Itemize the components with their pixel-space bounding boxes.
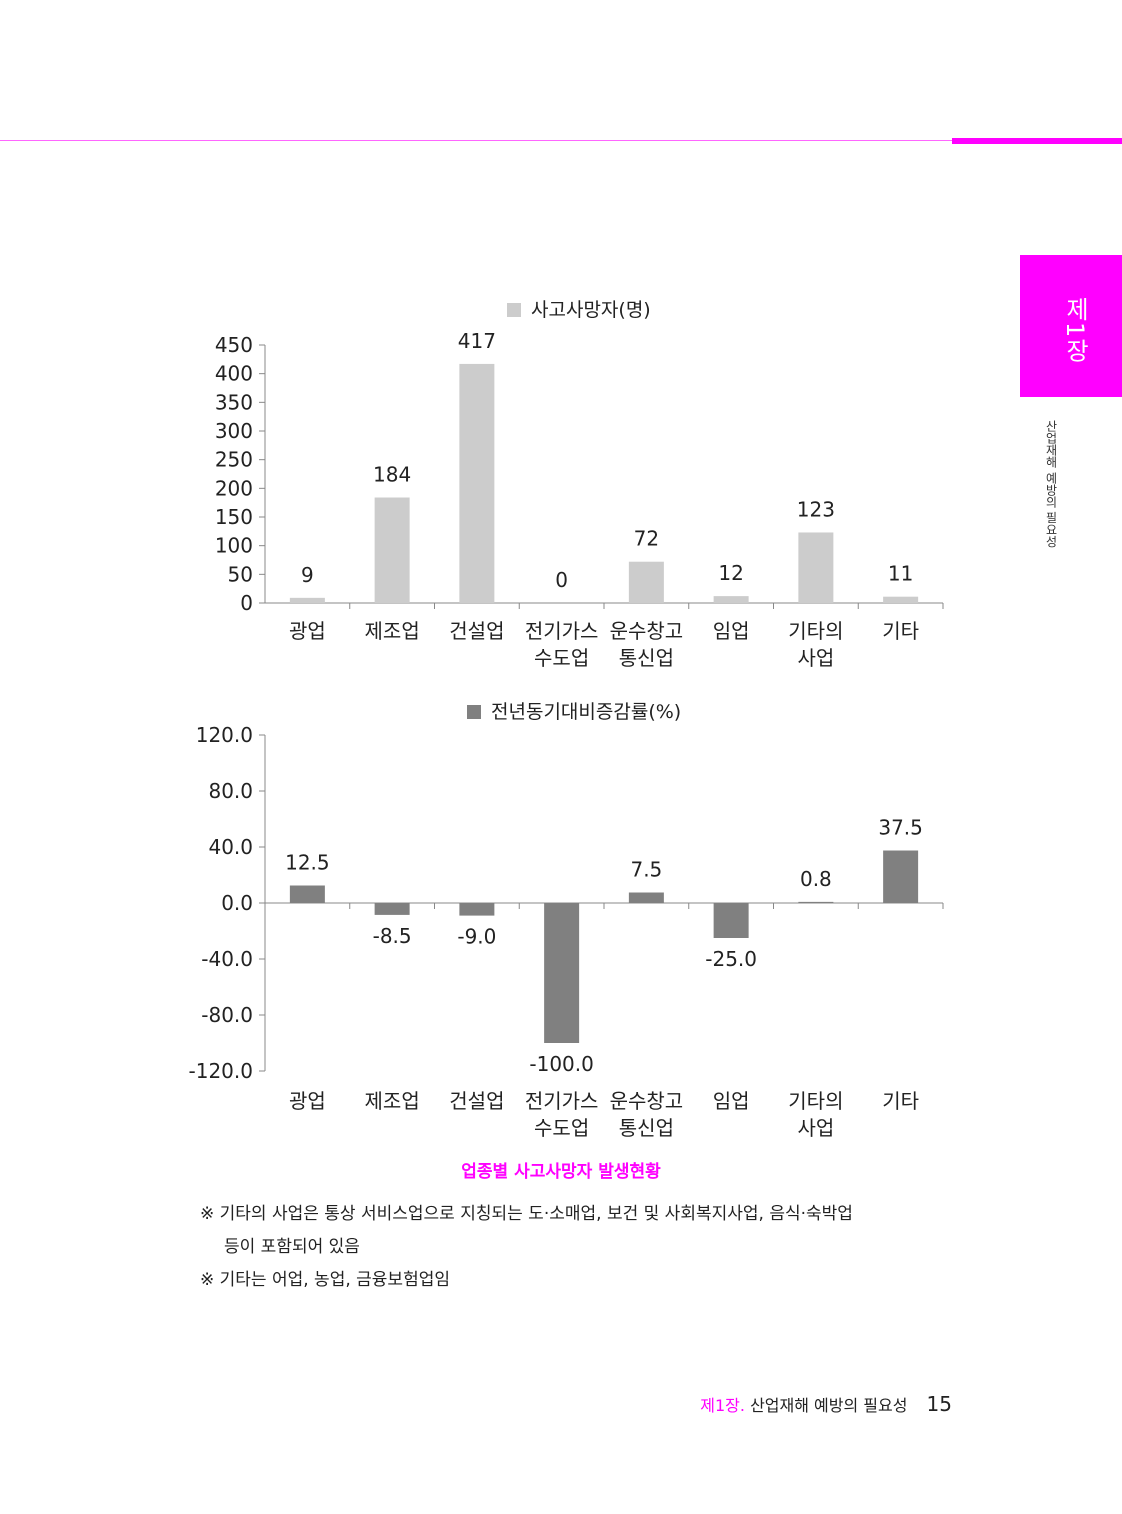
x-tick-label: 임업 bbox=[713, 1089, 750, 1113]
bar bbox=[883, 850, 919, 903]
header-rule bbox=[0, 140, 952, 141]
x-tick-label: 기타 bbox=[882, 1089, 919, 1113]
page-footer: 제1장. 산업재해 예방의 필요성 15 bbox=[700, 1392, 952, 1416]
page-number: 15 bbox=[926, 1392, 952, 1416]
bar bbox=[798, 901, 834, 903]
data-label: 11 bbox=[888, 562, 913, 586]
y-tick-label: 80.0 bbox=[208, 779, 253, 803]
bar bbox=[374, 903, 410, 915]
bar bbox=[459, 903, 495, 916]
x-tick-label: 제조업 bbox=[365, 619, 420, 643]
x-tick-label: 수도업 bbox=[534, 1116, 589, 1140]
footnote-1-continued: 등이 포함되어 있음 bbox=[224, 1237, 360, 1257]
bar bbox=[798, 532, 834, 603]
y-tick-label: 400 bbox=[215, 362, 253, 386]
y-tick-label: 350 bbox=[215, 390, 253, 414]
y-tick-label: 300 bbox=[215, 419, 253, 443]
x-tick-label: 운수창고 bbox=[610, 1089, 684, 1113]
data-label: 0 bbox=[555, 568, 568, 592]
data-label: 123 bbox=[797, 497, 835, 521]
x-tick-label: 광업 bbox=[289, 619, 326, 643]
data-label: -9.0 bbox=[457, 925, 496, 949]
data-label: 12.5 bbox=[285, 851, 330, 875]
chart-change-rate: 전년동기대비증감률(%) 120.0 80.0 40.0 0.0 -40.0 -80.0 -1… bbox=[189, 701, 944, 1140]
bar bbox=[628, 561, 664, 603]
footnote-1: ※ 기타의 사업은 통상 서비스업으로 지칭되는 도·소매업, 보건 및 사회복… bbox=[200, 1204, 853, 1224]
bar bbox=[289, 885, 325, 903]
y-tick-label: 0.0 bbox=[221, 891, 253, 915]
chapter-tab: 제1장 bbox=[1020, 255, 1122, 397]
data-label: -100.0 bbox=[529, 1052, 593, 1076]
bar bbox=[713, 596, 749, 603]
data-label: 12 bbox=[718, 561, 743, 585]
figure-caption: 업종별 사고사망자 발생현황 bbox=[461, 1162, 661, 1182]
bar bbox=[544, 903, 580, 1043]
x-tick-label: 사업 bbox=[797, 646, 834, 670]
x-tick-label: 임업 bbox=[713, 619, 750, 643]
legend-label: 사고사망자(명) bbox=[531, 299, 651, 321]
data-label: 9 bbox=[301, 563, 314, 587]
x-tick-label: 기타의 bbox=[788, 619, 843, 643]
y-tick-label: -120.0 bbox=[189, 1059, 253, 1083]
header-accent-bar bbox=[952, 138, 1122, 144]
x-tick-label: 운수창고 bbox=[610, 619, 684, 643]
data-label: 417 bbox=[458, 329, 496, 353]
y-tick-label: 450 bbox=[215, 333, 253, 357]
data-label: 0.8 bbox=[800, 867, 832, 891]
footer-chapter: 제1장. bbox=[700, 1396, 745, 1415]
x-tick-label: 전기가스 bbox=[525, 619, 599, 643]
x-tick-label: 통신업 bbox=[619, 1116, 674, 1140]
data-label: -8.5 bbox=[373, 924, 412, 948]
legend-label: 전년동기대비증감률(%) bbox=[491, 701, 681, 723]
x-tick-label: 기타 bbox=[882, 619, 919, 643]
y-tick-label: 40.0 bbox=[208, 835, 253, 859]
chart-fatalities: 사고사망자(명) 450 400 350 300 250 200 150 100 50 0 9 광업 18… bbox=[215, 299, 944, 670]
data-label: -25.0 bbox=[705, 947, 757, 971]
legend-swatch bbox=[507, 303, 521, 317]
x-tick-label: 전기가스 bbox=[525, 1089, 599, 1113]
data-label: 7.5 bbox=[630, 858, 662, 882]
y-tick-label: 250 bbox=[215, 448, 253, 472]
y-tick-label: 120.0 bbox=[196, 723, 253, 747]
y-tick-label: 50 bbox=[228, 562, 253, 586]
y-tick-label: -80.0 bbox=[201, 1003, 253, 1027]
y-tick-label: 150 bbox=[215, 505, 253, 529]
bar bbox=[289, 597, 325, 603]
data-label: 184 bbox=[373, 463, 411, 487]
legend-swatch bbox=[467, 705, 481, 719]
x-tick-label: 기타의 bbox=[788, 1089, 843, 1113]
y-tick-label: 200 bbox=[215, 476, 253, 500]
x-tick-label: 사업 bbox=[797, 1116, 834, 1140]
side-running-title: 산업재해 예방의 필요성 bbox=[1044, 420, 1058, 548]
bar bbox=[628, 892, 664, 903]
chapter-tab-label: 제1장 bbox=[1061, 297, 1089, 364]
bar bbox=[459, 363, 495, 603]
x-tick-label: 광업 bbox=[289, 1089, 326, 1113]
footnote-2: ※ 기타는 어업, 농업, 금융보험업임 bbox=[200, 1270, 450, 1290]
y-tick-label: 100 bbox=[215, 534, 253, 558]
data-label: 37.5 bbox=[878, 816, 923, 840]
data-label: 72 bbox=[634, 527, 659, 551]
bar bbox=[883, 596, 919, 603]
bar bbox=[713, 903, 749, 938]
y-tick-label: 0 bbox=[240, 591, 253, 615]
x-tick-label: 건설업 bbox=[449, 619, 504, 643]
x-tick-label: 제조업 bbox=[365, 1089, 420, 1113]
footer-title: 산업재해 예방의 필요성 bbox=[750, 1396, 908, 1415]
x-tick-label: 건설업 bbox=[449, 1089, 504, 1113]
x-tick-label: 통신업 bbox=[619, 646, 674, 670]
x-tick-label: 수도업 bbox=[534, 646, 589, 670]
bar bbox=[374, 497, 410, 603]
y-tick-label: -40.0 bbox=[201, 947, 253, 971]
